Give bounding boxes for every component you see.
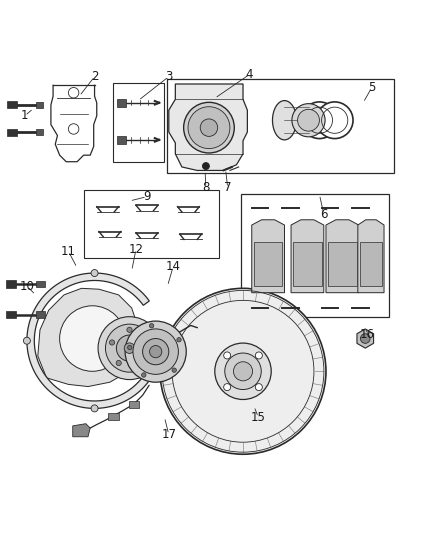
Circle shape [98,317,161,379]
Circle shape [124,343,135,353]
Circle shape [106,324,153,372]
Text: 14: 14 [166,260,180,273]
Circle shape [255,384,262,391]
Bar [360,242,382,286]
Circle shape [360,334,370,343]
Circle shape [301,102,338,139]
Polygon shape [358,220,384,293]
Text: 15: 15 [251,410,266,424]
Text: 17: 17 [161,428,176,441]
Circle shape [117,335,143,361]
Circle shape [297,109,319,131]
Circle shape [91,405,98,412]
Text: 4: 4 [246,68,253,81]
Circle shape [233,362,253,381]
Bar [328,242,357,286]
Bar [254,242,283,286]
Circle shape [116,360,121,366]
Text: 3: 3 [165,70,173,83]
Circle shape [144,340,149,345]
Circle shape [23,337,30,344]
Text: 5: 5 [368,81,375,94]
Polygon shape [357,329,374,348]
Text: 7: 7 [224,181,231,195]
Bar [36,281,45,287]
Circle shape [200,119,218,136]
Polygon shape [326,220,359,293]
Circle shape [255,352,262,359]
Circle shape [215,343,271,400]
Circle shape [292,103,325,137]
Text: 6: 6 [320,208,328,221]
Circle shape [60,306,125,372]
Circle shape [143,338,169,365]
Circle shape [91,270,98,277]
Bar [113,83,163,161]
Bar [84,190,219,258]
Circle shape [149,324,154,328]
Bar [35,130,43,135]
Bar [166,79,394,173]
Text: 16: 16 [360,328,375,341]
Circle shape [177,337,181,342]
Circle shape [141,373,146,377]
Polygon shape [252,220,285,293]
Circle shape [125,321,186,382]
Bar [36,311,45,318]
Circle shape [225,353,261,390]
Circle shape [138,360,143,366]
Bar [35,102,43,108]
Text: 8: 8 [202,181,210,195]
Polygon shape [38,288,138,386]
Text: 10: 10 [19,280,34,293]
Text: 9: 9 [143,190,151,203]
Polygon shape [169,84,247,171]
Bar [117,99,126,107]
Text: 2: 2 [91,70,98,83]
Bar [7,128,17,135]
Bar [117,136,126,144]
Bar [6,280,15,288]
Bar [293,242,321,286]
Bar [7,101,17,108]
Circle shape [224,352,231,359]
Circle shape [110,340,115,345]
Polygon shape [291,220,324,293]
Polygon shape [73,424,90,437]
Circle shape [127,327,132,333]
Text: 11: 11 [61,245,76,258]
Circle shape [150,345,162,358]
Circle shape [316,102,353,139]
Circle shape [188,107,230,149]
Bar [6,311,15,318]
Circle shape [160,288,326,454]
Circle shape [133,329,178,374]
Circle shape [224,384,231,391]
Bar [108,413,119,420]
Circle shape [202,163,209,169]
Bar [241,195,389,317]
Text: 12: 12 [128,243,144,255]
Text: 1: 1 [21,109,28,123]
Circle shape [127,345,132,350]
Circle shape [172,368,177,373]
Polygon shape [27,273,149,408]
Circle shape [184,102,234,153]
Ellipse shape [272,101,297,140]
Bar [129,401,139,408]
